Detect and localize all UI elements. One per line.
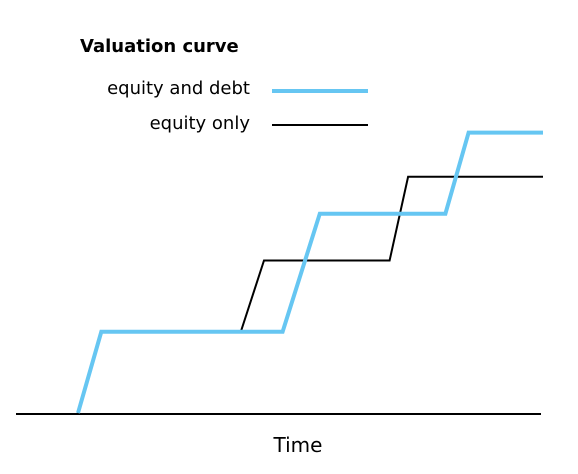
legend-label-equity-only: equity only	[150, 113, 251, 134]
chart-title: Valuation curve	[80, 36, 239, 57]
series-line-equity-only	[77, 175, 543, 414]
series-layer	[76, 130, 543, 414]
legend-label-equity-and-debt: equity and debt	[107, 78, 250, 99]
series-line-equity-and-debt	[76, 130, 543, 414]
x-axis-label: Time	[273, 433, 323, 457]
